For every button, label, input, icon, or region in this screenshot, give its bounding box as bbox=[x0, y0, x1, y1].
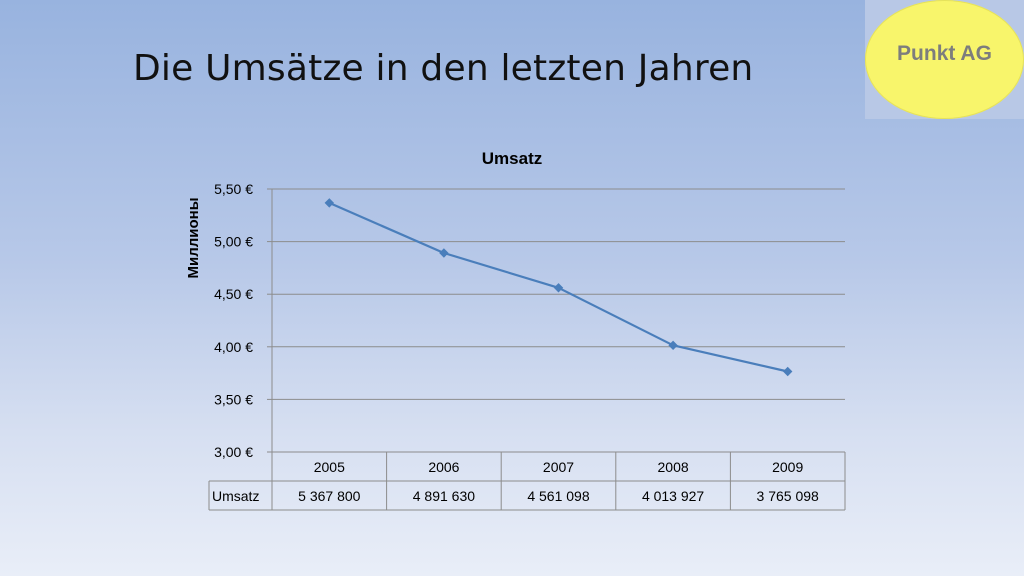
y-tick-label: 3,50 € bbox=[214, 391, 253, 407]
data-point-marker bbox=[439, 248, 449, 258]
table-value-cell: 4 561 098 bbox=[527, 488, 589, 504]
y-tick-label: 4,00 € bbox=[214, 339, 253, 355]
logo-text: Punkt AG bbox=[897, 42, 992, 65]
slide-title: Die Umsätze in den letzten Jahren bbox=[133, 48, 754, 89]
y-axis-label: Миллионы bbox=[185, 197, 202, 278]
x-category-label: 2006 bbox=[428, 459, 459, 475]
chart-title: Umsatz bbox=[482, 149, 542, 168]
table-value-cell: 4 013 927 bbox=[642, 488, 704, 504]
data-point-marker bbox=[324, 198, 335, 208]
x-category-label: 2008 bbox=[658, 459, 689, 475]
logo-ellipse bbox=[865, 0, 1024, 119]
table-value-cell: 4 891 630 bbox=[413, 488, 475, 504]
table-value-cell: 3 765 098 bbox=[757, 488, 819, 504]
y-tick-label: 4,50 € bbox=[214, 286, 253, 302]
table-series-label: Umsatz bbox=[212, 488, 259, 504]
y-tick-label: 5,00 € bbox=[214, 234, 253, 250]
y-tick-label: 3,00 € bbox=[214, 444, 253, 460]
table-value-cell: 5 367 800 bbox=[298, 488, 360, 504]
x-category-label: 2009 bbox=[772, 459, 803, 475]
x-category-label: 2007 bbox=[543, 459, 574, 475]
data-point-marker bbox=[668, 340, 678, 351]
company-logo: Punkt AG bbox=[865, 0, 1024, 119]
y-tick-label: 5,50 € bbox=[214, 181, 253, 197]
x-category-label: 2005 bbox=[314, 459, 345, 475]
data-point-marker bbox=[553, 283, 564, 293]
data-point-marker bbox=[782, 366, 793, 377]
